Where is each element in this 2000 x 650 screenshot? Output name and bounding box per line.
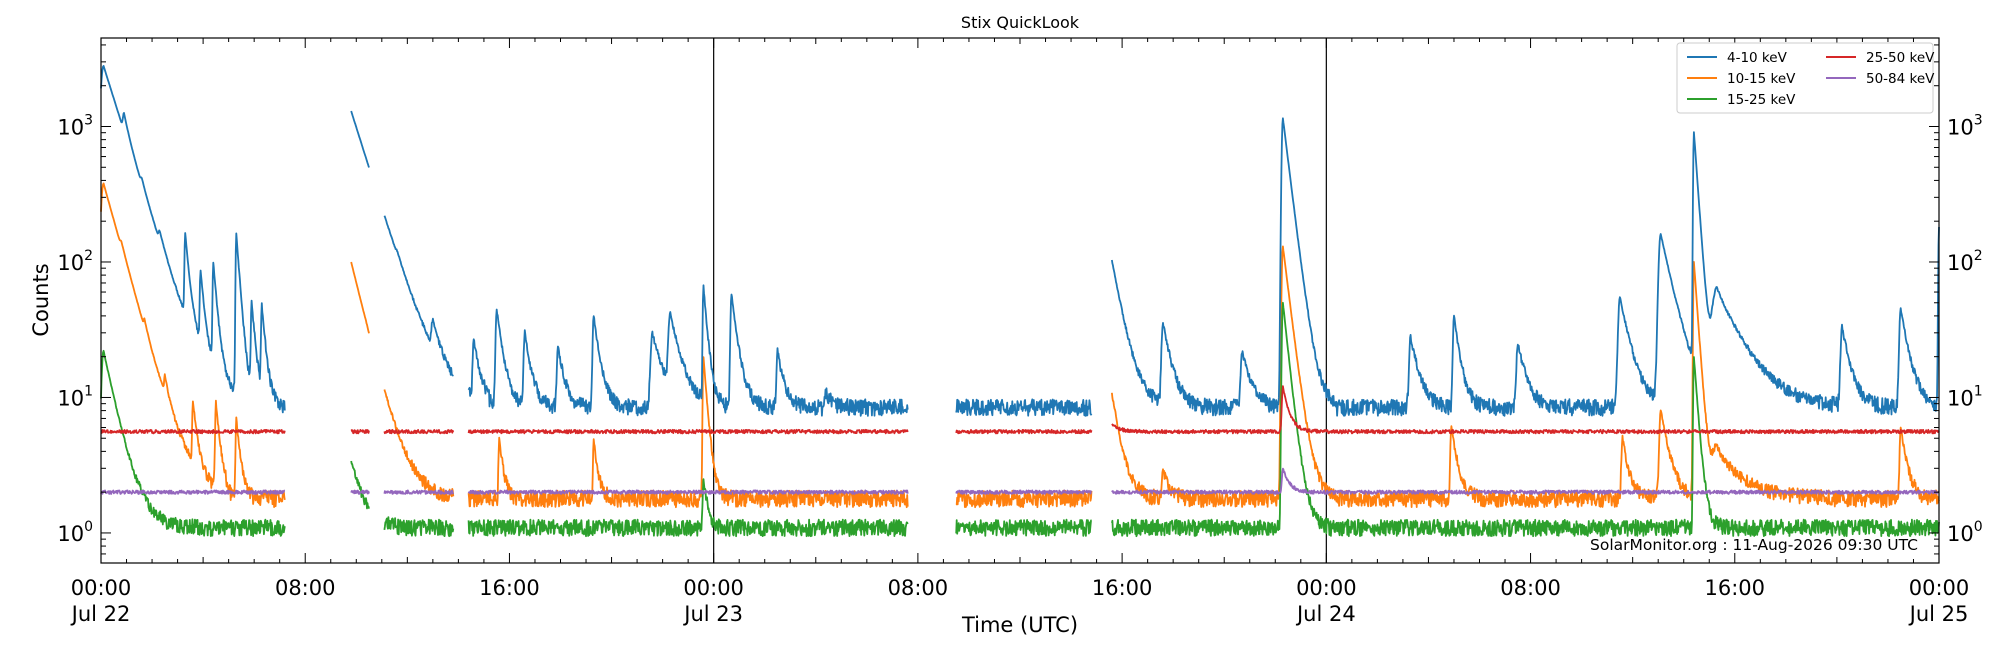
day-boundary-lines — [713, 38, 1327, 563]
x-tick-date-0: Jul 22 — [70, 602, 131, 626]
x-axis-label: Time (UTC) — [961, 613, 1078, 637]
y-tick-label-left-2: 102 — [57, 248, 93, 275]
series-line-50-84-keV — [100, 467, 1940, 495]
y-axis-ticks: 100 100 101 101 102 102 103 103 — [57, 44, 1983, 564]
x-tick-label-9: 00:00 — [1909, 576, 1970, 600]
y-tick-label-left-1: 101 — [57, 383, 93, 410]
series-line-10-15-keV — [100, 182, 1940, 509]
legend-label-0: 4-10 keV — [1727, 50, 1788, 66]
x-tick-label-4: 08:00 — [888, 576, 949, 600]
y-tick-label-right-2: 102 — [1947, 248, 1983, 275]
x-tick-label-0: 00:00 — [71, 576, 132, 600]
chart-title: Stix QuickLook — [961, 13, 1080, 32]
plot-frame — [100, 37, 1940, 564]
y-tick-label-right-3: 103 — [1947, 112, 1983, 139]
x-tick-label-7: 08:00 — [1500, 576, 1561, 600]
y-tick-label-left-3: 103 — [57, 112, 93, 139]
series-line-4-10-keV — [100, 65, 1940, 417]
legend-label-1: 10-15 keV — [1727, 71, 1796, 87]
y-tick-label-left-0: 100 — [57, 519, 93, 546]
legend-label-2: 15-25 keV — [1727, 92, 1796, 108]
legend: 4-10 keV 10-15 keV 15-25 keV 25-50 keV 50-84… — [1676, 42, 1935, 114]
legend-box — [1676, 42, 1934, 114]
x-tick-date-3: Jul 23 — [682, 602, 743, 626]
y-axis-label: Counts — [29, 263, 53, 336]
y-tick-label-right-1: 101 — [1947, 383, 1983, 410]
y-tick-label-right-0: 100 — [1947, 519, 1983, 546]
credit-text: SolarMonitor.org : 11-Aug-2026 09:30 UTC — [1590, 536, 1918, 554]
series-line-25-50-keV — [100, 385, 1940, 435]
x-tick-label-6: 00:00 — [1296, 576, 1357, 600]
x-tick-date-9: Jul 25 — [1908, 602, 1969, 626]
x-tick-label-3: 00:00 — [683, 576, 744, 600]
x-tick-date-6: Jul 24 — [1295, 602, 1356, 626]
x-tick-label-1: 08:00 — [275, 576, 336, 600]
legend-label-4: 50-84 keV — [1866, 71, 1935, 87]
x-tick-label-5: 16:00 — [1092, 576, 1153, 600]
x-tick-label-2: 16:00 — [479, 576, 540, 600]
series-layer — [100, 65, 1940, 538]
series-line-15-25-keV — [100, 301, 1940, 538]
x-tick-label-8: 16:00 — [1705, 576, 1766, 600]
legend-label-3: 25-50 keV — [1866, 50, 1935, 66]
